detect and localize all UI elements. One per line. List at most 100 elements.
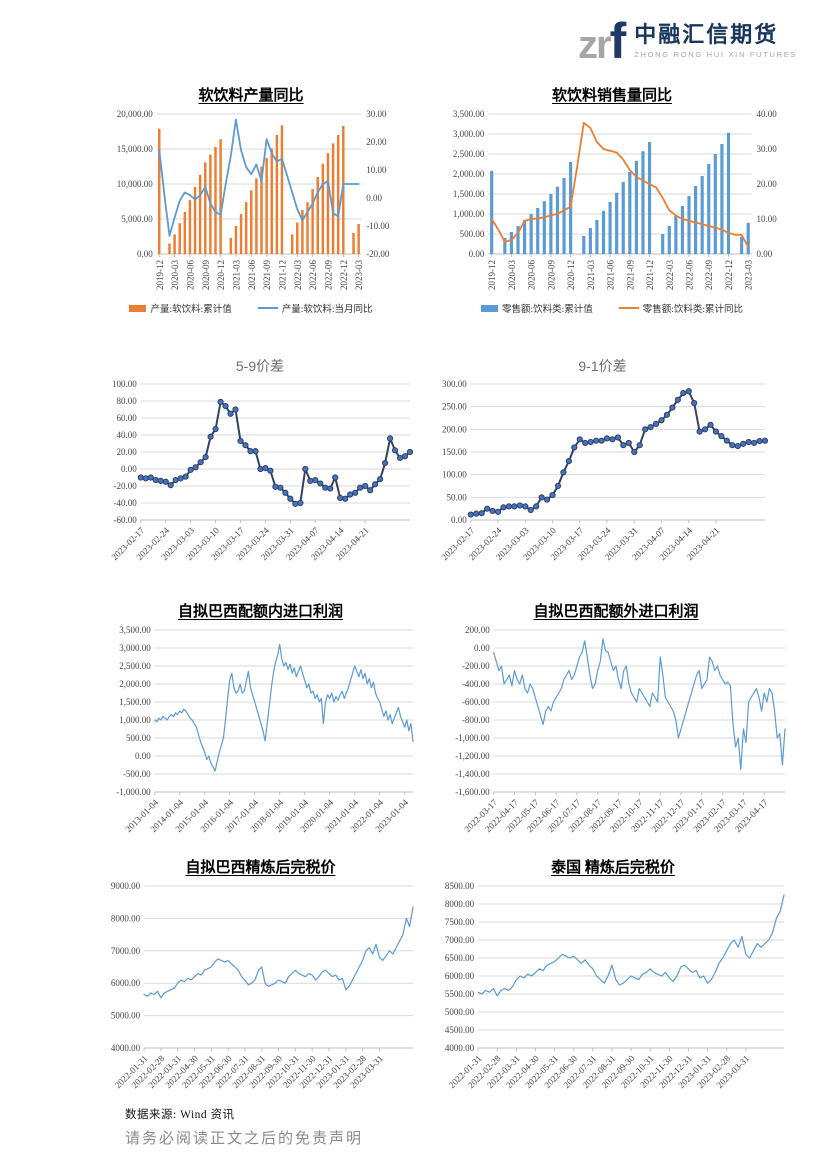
svg-text:2,000.00: 2,000.00 — [119, 679, 151, 689]
svg-text:0.00: 0.00 — [135, 751, 151, 761]
chart-canvas: -60.00 -40.00 -20.00 0.00 20.00 40.00 60.00 80.… — [109, 379, 414, 562]
svg-text:2022-03: 2022-03 — [293, 260, 303, 290]
legend-label: 产量:软饮料:当月同比 — [281, 305, 373, 315]
svg-text:9000.00: 9000.00 — [111, 881, 141, 891]
svg-text:2020-12: 2020-12 — [216, 260, 226, 290]
svg-text:50.00: 50.00 — [447, 492, 468, 502]
legend-item-1: 零售额:饮料类:累计同比 — [618, 301, 744, 315]
svg-text:8000.00: 8000.00 — [111, 913, 141, 923]
svg-text:2023-03: 2023-03 — [354, 260, 364, 290]
svg-text:2,000.00: 2,000.00 — [453, 169, 485, 179]
svg-text:4000.00: 4000.00 — [445, 1043, 475, 1053]
logo-zrf-mark: zrf — [578, 13, 627, 69]
svg-text:1,000.00: 1,000.00 — [119, 715, 151, 725]
legend-bar-swatch — [480, 304, 498, 312]
svg-text:40.00: 40.00 — [117, 430, 138, 440]
svg-text:3,000.00: 3,000.00 — [453, 129, 485, 139]
svg-text:20,000.00: 20,000.00 — [117, 109, 154, 119]
svg-text:2019-12: 2019-12 — [487, 260, 497, 290]
svg-text:10.00: 10.00 — [757, 214, 778, 224]
chart-brazil-out-of-quota-import-profit: 自拟巴西配额外进口利润 -1,600.00 -1,400.00 -1,200.00 -… — [437, 602, 795, 840]
svg-text:0.00: 0.00 — [137, 249, 153, 259]
svg-text:200.00: 200.00 — [465, 625, 490, 635]
svg-text:7000.00: 7000.00 — [445, 935, 475, 945]
svg-text:0.00: 0.00 — [451, 515, 467, 525]
svg-text:2022-09: 2022-09 — [704, 260, 714, 290]
chart-title: 软饮料销售量同比 — [551, 88, 672, 104]
chart-title: 自拟巴西配额内进口利润 — [177, 604, 343, 620]
svg-text:-1,000.00: -1,000.00 — [116, 787, 151, 797]
chart-canvas: 0.00 500.00 1,000.00 1,500.00 2,000.00 2,500.… — [453, 109, 778, 290]
svg-text:2022-12: 2022-12 — [724, 260, 734, 290]
svg-text:150.00: 150.00 — [442, 447, 467, 457]
chart-canvas: -1,000.00 -500.00 0.00 500.00 1,000.00 1,500.… — [116, 625, 414, 834]
svg-text:100.00: 100.00 — [442, 470, 467, 480]
chart-title: 自拟巴西配额外进口利润 — [533, 604, 699, 620]
svg-text:7500.00: 7500.00 — [445, 917, 475, 927]
svg-text:-60.00: -60.00 — [114, 515, 138, 525]
legend-line-swatch — [618, 306, 639, 310]
svg-text:100.00: 100.00 — [112, 379, 137, 389]
svg-text:7000.00: 7000.00 — [111, 946, 141, 956]
svg-text:1,500.00: 1,500.00 — [453, 189, 485, 199]
svg-text:20.00: 20.00 — [366, 137, 387, 147]
data-source-note: 数据来源: Wind 资讯 — [125, 1109, 235, 1121]
chart-title: 泰国 精炼后完税价 — [551, 860, 675, 876]
svg-text:5500.00: 5500.00 — [445, 989, 475, 999]
legend-line-swatch — [257, 306, 278, 310]
svg-text:-10.00: -10.00 — [366, 221, 390, 231]
svg-text:6500.00: 6500.00 — [445, 953, 475, 963]
chart-thailand-refined-duty-paid-price: 泰国 精炼后完税价 4000.00 4500.00 5000.00 5500.00 60… — [432, 858, 794, 1096]
svg-text:2022-09: 2022-09 — [323, 260, 333, 290]
svg-text:6000.00: 6000.00 — [111, 978, 141, 988]
chart-title: 9-1价差 — [578, 358, 627, 374]
chart-canvas: 4000.00 4500.00 5000.00 5500.00 6000.00 6500.… — [445, 881, 785, 1090]
svg-text:40.00: 40.00 — [757, 109, 778, 119]
chart-canvas: -1,600.00 -1,400.00 -1,200.00 -1,000.00 -800… — [455, 625, 786, 834]
svg-text:3,000.00: 3,000.00 — [119, 643, 151, 653]
svg-text:0.00: 0.00 — [366, 193, 382, 203]
svg-text:-1,600.00: -1,600.00 — [455, 787, 490, 797]
svg-text:2021-06: 2021-06 — [606, 260, 616, 290]
legend-label: 产量:软饮料:累计值 — [150, 305, 232, 315]
svg-text:-40.00: -40.00 — [114, 498, 138, 508]
svg-text:6000.00: 6000.00 — [445, 971, 475, 981]
svg-text:3,500.00: 3,500.00 — [453, 109, 485, 119]
legend-label: 零售额:饮料类:累计同比 — [642, 305, 744, 315]
legend-item-1: 产量:软饮料:当月同比 — [257, 301, 373, 315]
chart-canvas: 0.0050.00100.00150.00200.00250.00300.002… — [439, 379, 769, 562]
svg-text:10,000.00: 10,000.00 — [117, 179, 154, 189]
legend-item-0: 产量:软饮料:累计值 — [129, 301, 232, 315]
svg-text:2021-09: 2021-09 — [262, 260, 272, 290]
chart-legend: 零售额:饮料类:累计值 零售额:饮料类:累计同比 — [437, 300, 787, 316]
svg-text:2023-03: 2023-03 — [744, 260, 754, 290]
svg-text:2020-12: 2020-12 — [566, 260, 576, 290]
logo-f-text: f — [609, 13, 627, 69]
svg-text:20.00: 20.00 — [757, 179, 778, 189]
svg-text:2021-12: 2021-12 — [645, 260, 655, 290]
svg-text:2,500.00: 2,500.00 — [119, 661, 151, 671]
svg-text:-1,000.00: -1,000.00 — [455, 733, 490, 743]
company-logo: zrf 中融汇信期货 ZHONG RONG HUI XIN FUTURES — [578, 14, 826, 68]
svg-text:2,500.00: 2,500.00 — [453, 149, 485, 159]
svg-text:-400.00: -400.00 — [462, 679, 490, 689]
svg-text:-1,200.00: -1,200.00 — [455, 751, 490, 761]
logo-zr-text: zr — [578, 23, 612, 67]
svg-text:2022-06: 2022-06 — [685, 260, 695, 290]
svg-text:3,500.00: 3,500.00 — [119, 625, 151, 635]
svg-text:0.00: 0.00 — [469, 249, 485, 259]
chart-title: 自拟巴西精炼后完税价 — [185, 860, 336, 876]
logo-company-name-cn: 中融汇信期货 — [634, 22, 779, 48]
chart-legend: 产量:软饮料:累计值 产量:软饮料:当月同比 — [100, 300, 402, 316]
svg-text:200.00: 200.00 — [442, 424, 467, 434]
svg-text:2020-03: 2020-03 — [507, 260, 517, 290]
svg-text:2021-03: 2021-03 — [231, 260, 241, 290]
svg-text:0.00: 0.00 — [474, 643, 490, 653]
legend-bar-swatch — [129, 304, 147, 312]
chart-9-1-spread: 9-1价差 0.00 50.00 100.00 150.00 200.00 250.00 3… — [430, 356, 775, 568]
svg-text:2020-09: 2020-09 — [201, 260, 211, 290]
svg-text:2019-12: 2019-12 — [155, 260, 165, 290]
chart-brazil-refined-duty-paid-price: 自拟巴西精炼后完税价 4000.00 5000.00 6000.00 7000.00 8… — [98, 858, 423, 1096]
svg-text:-1,400.00: -1,400.00 — [455, 769, 490, 779]
chart-canvas: 4000.00 5000.00 6000.00 7000.00 8000.00 9000.… — [111, 881, 414, 1090]
